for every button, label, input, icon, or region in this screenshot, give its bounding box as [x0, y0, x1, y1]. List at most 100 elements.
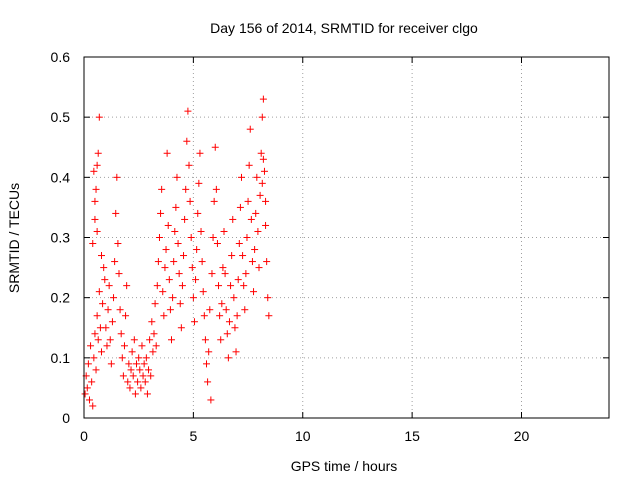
- data-point: [239, 252, 247, 260]
- data-point: [221, 270, 229, 278]
- data-point: [258, 179, 266, 187]
- data-point: [247, 215, 255, 223]
- data-point: [262, 197, 270, 205]
- data-point: [106, 336, 114, 344]
- data-point: [227, 282, 235, 290]
- data-point: [205, 348, 213, 356]
- data-point: [105, 282, 113, 290]
- data-point: [259, 95, 267, 103]
- data-point: [84, 360, 92, 368]
- data-point: [224, 354, 232, 362]
- data-point: [148, 318, 156, 326]
- data-point: [134, 378, 142, 386]
- data-point: [163, 149, 171, 157]
- data-point: [184, 107, 192, 115]
- data-point: [209, 234, 217, 241]
- data-point: [158, 185, 166, 193]
- data-point: [90, 354, 98, 362]
- data-point: [87, 342, 95, 350]
- data-point: [93, 161, 101, 169]
- data-point: [210, 197, 218, 205]
- data-point: [146, 336, 154, 344]
- data-point: [119, 372, 127, 380]
- data-point: [187, 234, 195, 241]
- y-tick-label: 0.1: [51, 350, 71, 366]
- data-point: [101, 276, 109, 284]
- data-point: [137, 384, 145, 392]
- data-point: [112, 209, 120, 217]
- data-point: [117, 330, 125, 338]
- data-point: [98, 348, 105, 356]
- data-point: [200, 312, 208, 320]
- data-point: [99, 300, 107, 308]
- data-point: [89, 402, 97, 410]
- data-point: [265, 312, 273, 320]
- data-point: [91, 215, 99, 223]
- data-point: [256, 191, 264, 199]
- data-point: [219, 264, 227, 272]
- data-point: [160, 312, 168, 320]
- y-tick-label: 0.2: [51, 290, 71, 306]
- y-tick-label: 0.4: [51, 169, 71, 185]
- data-point: [251, 246, 259, 254]
- data-point: [208, 270, 216, 278]
- data-point: [142, 354, 150, 362]
- data-point: [244, 197, 252, 205]
- data-point: [95, 113, 103, 121]
- data-point: [126, 384, 134, 392]
- data-point: [138, 342, 146, 350]
- data-point: [190, 318, 198, 326]
- data-point: [236, 203, 244, 211]
- data-point: [215, 282, 223, 290]
- x-axis-label: GPS time / hours: [291, 458, 398, 474]
- x-tick-label: 0: [80, 428, 88, 444]
- data-point: [127, 366, 135, 374]
- data-point: [189, 294, 197, 302]
- y-tick-label: 0.3: [51, 230, 71, 246]
- data-point: [262, 221, 270, 229]
- data-point: [168, 336, 175, 344]
- y-tick-label: 0.6: [51, 49, 71, 65]
- data-point: [188, 264, 196, 272]
- data-point: [162, 246, 170, 254]
- data-point: [164, 221, 172, 229]
- data-point: [212, 185, 220, 193]
- data-point: [169, 294, 177, 302]
- data-point: [228, 252, 236, 260]
- data-point: [172, 203, 180, 211]
- data-point: [170, 258, 178, 266]
- data-point: [151, 300, 159, 308]
- data-point: [161, 264, 169, 272]
- data-point: [110, 294, 118, 302]
- x-tick-label: 10: [295, 428, 311, 444]
- data-point: [230, 294, 238, 302]
- data-point: [107, 360, 115, 368]
- data-point: [198, 258, 206, 266]
- data-point: [152, 342, 160, 350]
- data-point: [123, 282, 131, 290]
- data-point: [211, 143, 219, 151]
- data-point: [103, 342, 111, 350]
- y-tick-label: 0: [62, 410, 70, 426]
- data-point: [243, 234, 251, 241]
- data-point: [81, 390, 89, 398]
- data-point: [92, 366, 100, 374]
- data-point: [177, 324, 185, 332]
- data-point: [178, 282, 186, 290]
- data-point: [93, 227, 101, 235]
- data-point: [225, 318, 233, 326]
- data-point: [118, 354, 126, 362]
- data-point: [88, 378, 96, 386]
- data-point: [173, 173, 181, 181]
- data-point: [194, 209, 202, 217]
- data-point: [220, 227, 228, 235]
- data-point: [122, 312, 130, 320]
- data-point: [258, 113, 266, 121]
- data-point: [139, 372, 147, 380]
- data-point: [264, 294, 272, 302]
- data-point: [115, 270, 123, 278]
- data-point: [196, 149, 204, 157]
- data-point: [203, 360, 210, 368]
- data-point: [263, 258, 271, 266]
